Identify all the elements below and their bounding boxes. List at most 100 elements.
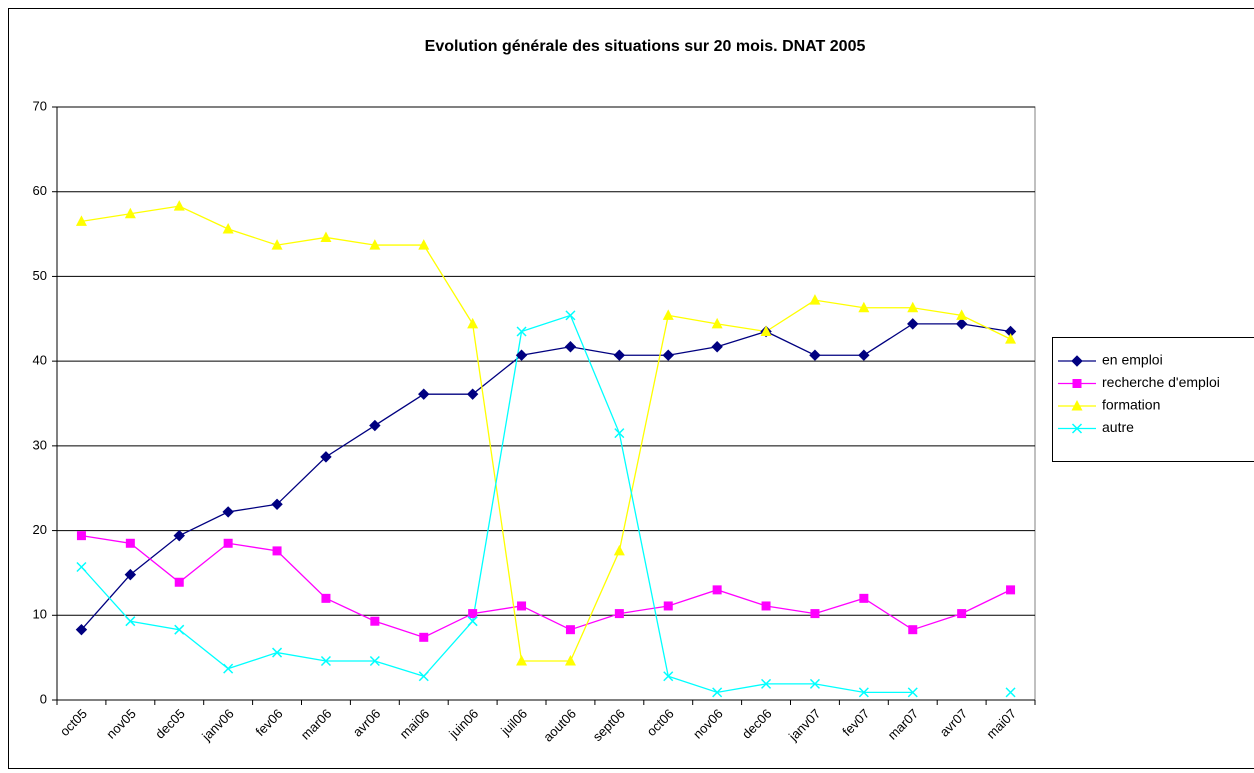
y-tick-label: 20 <box>33 522 47 537</box>
marker <box>223 538 233 548</box>
chart-title: Evolution générale des situations sur 20… <box>425 38 866 55</box>
marker <box>760 325 772 336</box>
marker <box>663 671 674 682</box>
marker <box>614 428 625 439</box>
marker <box>466 388 479 400</box>
marker <box>712 585 722 595</box>
marker <box>809 294 821 305</box>
marker <box>564 341 577 353</box>
marker <box>76 531 86 541</box>
marker <box>810 609 820 619</box>
marker <box>613 349 626 361</box>
series-line <box>81 205 1011 662</box>
y-tick-label: 30 <box>33 437 47 452</box>
marker <box>1072 379 1082 388</box>
marker <box>124 568 137 581</box>
marker <box>956 309 968 320</box>
marker <box>272 647 283 658</box>
marker <box>712 687 723 698</box>
y-tick-label: 60 <box>33 183 47 198</box>
marker <box>418 388 430 400</box>
marker <box>125 538 135 548</box>
marker <box>369 419 381 432</box>
y-tick-label: 10 <box>33 607 47 622</box>
marker <box>565 310 576 321</box>
marker <box>515 349 528 361</box>
marker <box>321 593 331 603</box>
marker <box>907 301 919 313</box>
marker <box>516 655 528 666</box>
marker <box>907 318 919 330</box>
legend-label: recherche d'emploi <box>1102 374 1220 390</box>
marker <box>467 616 478 627</box>
marker <box>320 451 332 463</box>
marker <box>711 317 723 329</box>
marker <box>418 239 430 250</box>
marker <box>516 326 527 337</box>
marker <box>271 239 283 250</box>
marker <box>173 529 185 542</box>
marker <box>955 318 968 330</box>
marker <box>859 593 869 603</box>
marker <box>174 624 185 635</box>
marker <box>761 678 772 689</box>
marker <box>75 215 87 226</box>
marker <box>222 222 234 234</box>
marker <box>174 577 184 587</box>
series-line <box>80 314 913 694</box>
marker <box>907 687 918 698</box>
marker <box>517 601 527 611</box>
series-line <box>81 535 1011 639</box>
marker <box>761 601 771 611</box>
marker <box>419 632 429 642</box>
marker <box>320 231 332 242</box>
marker <box>124 207 136 219</box>
marker <box>272 546 282 556</box>
marker <box>1005 333 1017 344</box>
marker <box>1006 585 1016 595</box>
series-line <box>80 323 1011 631</box>
legend-box <box>1052 337 1254 462</box>
y-tick-label: 50 <box>33 268 47 283</box>
marker <box>76 561 87 573</box>
legend-label: formation <box>1102 397 1160 413</box>
marker <box>1071 423 1083 434</box>
marker <box>662 309 674 320</box>
marker <box>125 616 136 627</box>
marker <box>858 687 869 698</box>
marker <box>223 663 234 674</box>
marker <box>173 200 185 211</box>
marker <box>858 349 870 361</box>
marker <box>809 678 820 689</box>
marker <box>1005 687 1016 698</box>
marker <box>369 239 381 250</box>
marker <box>1071 355 1083 367</box>
marker <box>957 609 967 619</box>
legend-label: autre <box>1102 419 1134 435</box>
marker <box>663 601 673 611</box>
marker <box>369 656 380 667</box>
marker <box>320 656 331 667</box>
y-tick-label: 0 <box>40 691 47 706</box>
marker <box>564 655 576 666</box>
marker <box>711 341 723 353</box>
marker <box>809 349 821 361</box>
marker <box>908 625 918 635</box>
marker <box>858 301 870 313</box>
marker <box>418 671 429 682</box>
plot-area <box>56 106 1036 701</box>
marker <box>370 616 380 626</box>
marker <box>271 498 283 511</box>
marker <box>1071 400 1083 411</box>
y-tick-label: 40 <box>33 353 47 368</box>
marker <box>467 317 479 329</box>
marker <box>222 506 234 518</box>
marker <box>75 623 88 636</box>
marker <box>662 349 674 361</box>
marker <box>614 609 624 619</box>
y-tick-label: 70 <box>33 98 47 113</box>
marker <box>468 609 478 619</box>
marker <box>613 544 625 556</box>
marker <box>565 625 575 635</box>
